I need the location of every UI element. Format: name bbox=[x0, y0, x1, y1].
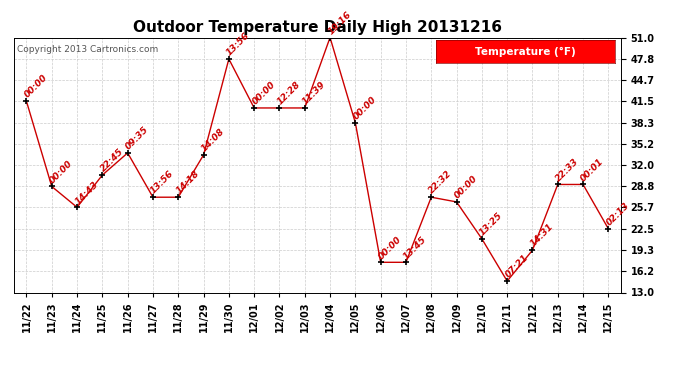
Text: 14:08: 14:08 bbox=[199, 127, 226, 154]
Text: Copyright 2013 Cartronics.com: Copyright 2013 Cartronics.com bbox=[17, 45, 158, 54]
Text: 09:35: 09:35 bbox=[124, 125, 150, 152]
Text: 00:00: 00:00 bbox=[250, 80, 277, 106]
Text: 13:56: 13:56 bbox=[225, 31, 252, 58]
Text: 22:32: 22:32 bbox=[427, 169, 454, 196]
Text: 12:28: 12:28 bbox=[275, 80, 302, 106]
Text: 13:25: 13:25 bbox=[478, 211, 504, 237]
Text: 19:16: 19:16 bbox=[326, 9, 353, 36]
Text: 22:33: 22:33 bbox=[554, 156, 580, 183]
Text: 14:31: 14:31 bbox=[529, 222, 555, 249]
Text: 22:45: 22:45 bbox=[99, 147, 125, 174]
Text: 00:01: 00:01 bbox=[579, 156, 606, 183]
Text: 00:00: 00:00 bbox=[48, 159, 75, 185]
Text: 00:00: 00:00 bbox=[351, 95, 378, 122]
Title: Outdoor Temperature Daily High 20131216: Outdoor Temperature Daily High 20131216 bbox=[133, 20, 502, 35]
Text: 14:43: 14:43 bbox=[73, 179, 100, 206]
Text: 00:00: 00:00 bbox=[377, 234, 404, 261]
Text: 13:56: 13:56 bbox=[149, 169, 176, 196]
Text: 02:13: 02:13 bbox=[604, 201, 631, 227]
Text: 07:21: 07:21 bbox=[503, 253, 530, 280]
Text: 11:39: 11:39 bbox=[301, 80, 328, 106]
Text: 14:18: 14:18 bbox=[175, 169, 201, 196]
Text: 00:00: 00:00 bbox=[23, 73, 49, 100]
Text: 13:45: 13:45 bbox=[402, 234, 428, 261]
Text: 00:00: 00:00 bbox=[453, 174, 480, 201]
